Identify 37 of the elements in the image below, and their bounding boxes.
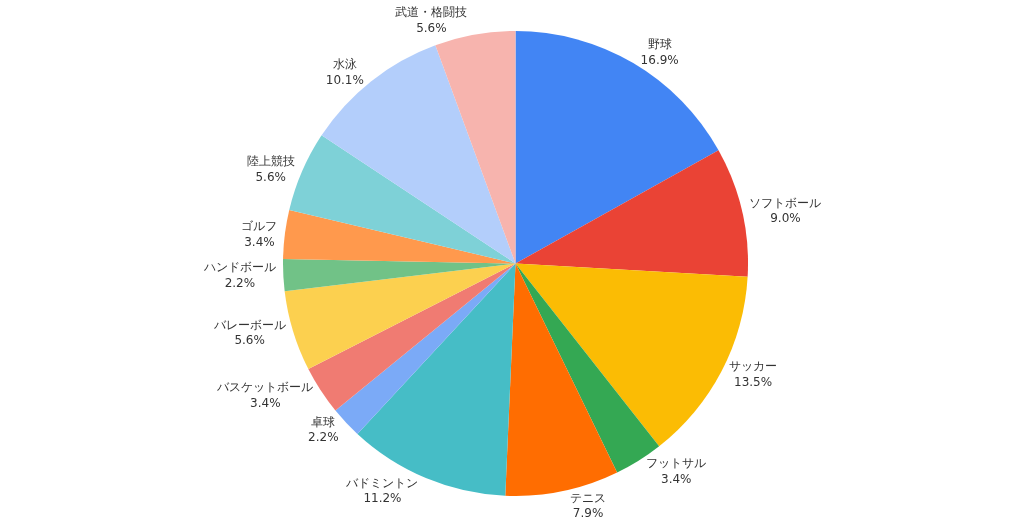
slice-label: 武道・格闘技 [395,5,468,20]
slice-label: フットサル [646,456,707,471]
data-label: 3.4% [250,395,281,410]
data-label: 16.9% [640,52,679,67]
data-label: 5.6% [416,21,447,36]
data-label: 3.4% [244,234,275,249]
data-label: 2.2% [308,430,339,445]
slice-label: サッカー [729,359,778,374]
pie-slice [335,263,516,434]
slice-label: ゴルフ [241,219,278,234]
pie-slice [435,31,516,264]
pie-slice [284,263,516,370]
slice-label: テニス [570,490,607,505]
data-label: 11.2% [363,491,402,506]
data-label: 10.1% [325,72,364,87]
data-label: 2.2% [224,276,256,291]
slice-label: ハンドボール [202,260,276,275]
slice-label: バスケットボール [216,380,314,395]
pie-slice [515,263,660,473]
slice-label: 陸上競技 [246,154,295,169]
pie-slice [505,263,618,496]
pie-slice [515,31,719,264]
data-label: 5.6% [234,333,265,348]
data-label: 13.5% [733,374,773,389]
data-label: 7.9% [572,506,604,521]
data-label: 5.6% [255,169,286,184]
pie-slice [283,259,516,292]
slice-label: 野球 [647,37,672,52]
pie-slice [515,150,748,277]
data-label: 9.0% [770,211,801,226]
slice-label: バドミントン [345,475,419,490]
slice-label: ソフトボール [749,195,822,210]
data-label: 3.4% [660,472,692,487]
slice-label: 水泳 [332,57,357,72]
slice-label: 卓球 [311,414,336,429]
pie-slice [321,45,516,264]
slice-label: バレーボール [212,317,286,332]
